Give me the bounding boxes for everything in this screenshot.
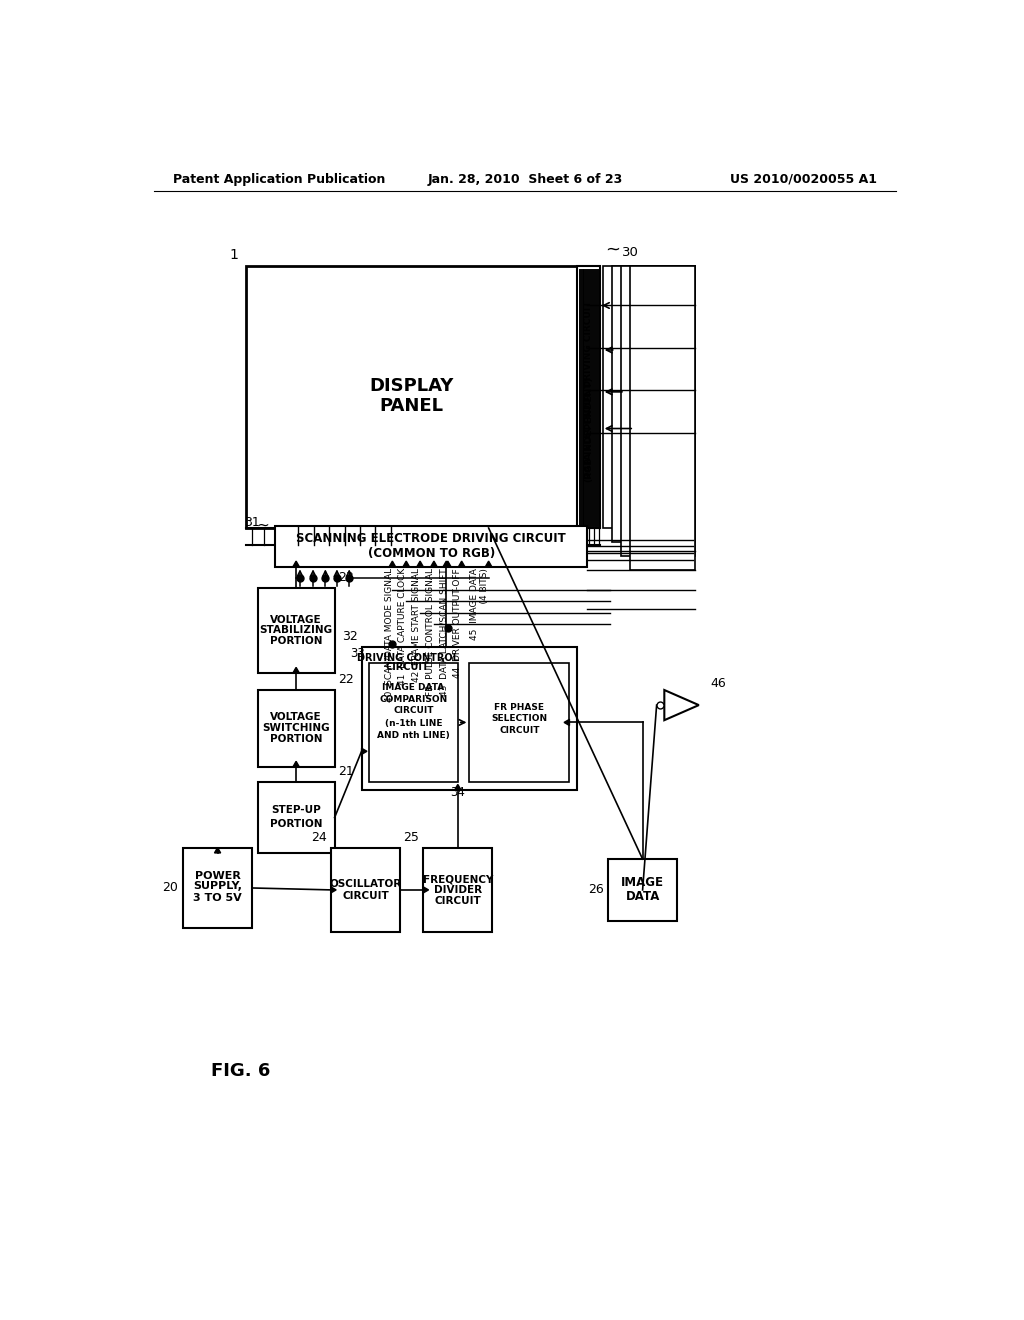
Text: 42  FRAME START SIGNAL: 42 FRAME START SIGNAL — [412, 568, 421, 682]
Bar — [258, 589, 335, 673]
Text: Jan. 28, 2010  Sheet 6 of 23: Jan. 28, 2010 Sheet 6 of 23 — [427, 173, 623, 186]
Text: DATA: DATA — [626, 890, 659, 903]
Text: 3 TO 5V: 3 TO 5V — [194, 894, 242, 903]
Polygon shape — [485, 561, 492, 566]
Text: (COMMON TO RGB): (COMMON TO RGB) — [368, 546, 495, 560]
Polygon shape — [403, 561, 410, 566]
Text: 45  IMAGE DATA
    (4 BITS): 45 IMAGE DATA (4 BITS) — [470, 568, 489, 640]
Text: IMAGE DATA: IMAGE DATA — [382, 684, 444, 692]
Text: CIRCUIT: CIRCUIT — [393, 706, 434, 715]
Text: 44  DRIVER OUTPUT-OFF: 44 DRIVER OUTPUT-OFF — [454, 568, 463, 677]
Bar — [423, 847, 493, 932]
Polygon shape — [389, 561, 395, 566]
Bar — [331, 847, 400, 932]
Polygon shape — [431, 561, 437, 566]
Polygon shape — [423, 887, 429, 892]
Bar — [621, 267, 695, 556]
Polygon shape — [417, 561, 423, 566]
Text: SWITCHING: SWITCHING — [262, 723, 330, 733]
Text: SELECTION: SELECTION — [492, 714, 548, 723]
Text: OSCILLATOR: OSCILLATOR — [330, 879, 401, 888]
Polygon shape — [443, 561, 450, 566]
Text: STEP-UP: STEP-UP — [271, 805, 321, 814]
Bar — [611, 267, 695, 543]
Text: PORTION: PORTION — [270, 734, 323, 744]
Bar — [608, 859, 677, 921]
Bar — [469, 663, 569, 781]
Text: US 2010/0020055 A1: US 2010/0020055 A1 — [730, 173, 878, 186]
Text: DISPLAY: DISPLAY — [370, 376, 454, 395]
Text: CIRCUIT: CIRCUIT — [386, 663, 430, 672]
Bar — [258, 689, 335, 767]
Text: 21: 21 — [339, 766, 354, 779]
Bar — [258, 781, 335, 853]
Bar — [578, 267, 600, 528]
Text: VOLTAGE: VOLTAGE — [270, 713, 322, 722]
Text: PANEL: PANEL — [380, 397, 443, 416]
Bar — [370, 663, 458, 781]
Bar — [361, 647, 578, 789]
Polygon shape — [444, 561, 451, 566]
Bar — [631, 267, 695, 570]
Text: 30: 30 — [622, 246, 639, 259]
Polygon shape — [331, 887, 336, 892]
Text: (RGB-INDEPENDENT): (RGB-INDEPENDENT) — [585, 376, 593, 482]
Polygon shape — [214, 847, 220, 853]
Polygon shape — [564, 719, 569, 726]
Text: IMAGE: IMAGE — [622, 875, 665, 888]
Text: 26: 26 — [589, 883, 604, 896]
Text: 43  DATA LATCH/SCAN SHIFT: 43 DATA LATCH/SCAN SHIFT — [439, 568, 449, 696]
Text: FREQUENCY: FREQUENCY — [423, 874, 493, 884]
Text: ~: ~ — [256, 517, 269, 532]
Bar — [275, 527, 587, 566]
Text: (n-1th LINE: (n-1th LINE — [385, 719, 442, 729]
Text: AND nth LINE): AND nth LINE) — [377, 731, 450, 741]
Text: DATA ELECTRODE DRIVING CIRCUIT: DATA ELECTRODE DRIVING CIRCUIT — [585, 300, 593, 479]
Polygon shape — [455, 784, 461, 789]
Text: FR PHASE: FR PHASE — [495, 702, 545, 711]
Text: STABILIZING: STABILIZING — [259, 626, 333, 635]
Text: 41  DATA CAPTURE CLOCK: 41 DATA CAPTURE CLOCK — [398, 568, 407, 685]
Text: 32: 32 — [342, 631, 357, 644]
Text: FR  PULSE CONTROL SIGNAL: FR PULSE CONTROL SIGNAL — [426, 568, 435, 696]
Text: 22: 22 — [339, 673, 354, 686]
Text: ~: ~ — [605, 240, 620, 259]
Text: 33: 33 — [350, 647, 366, 660]
Text: COMPARISON: COMPARISON — [380, 694, 447, 704]
Polygon shape — [293, 668, 299, 673]
Text: Patent Application Publication: Patent Application Publication — [173, 173, 385, 186]
Text: 31: 31 — [244, 516, 260, 529]
Text: 23: 23 — [339, 572, 354, 585]
Text: 1: 1 — [229, 248, 239, 261]
Text: 20: 20 — [163, 882, 178, 895]
Text: 46: 46 — [711, 677, 726, 690]
Text: 40  SCAN/DATA MODE SIGNAL: 40 SCAN/DATA MODE SIGNAL — [384, 568, 393, 702]
Text: POWER: POWER — [195, 871, 241, 880]
Text: PORTION: PORTION — [270, 636, 323, 647]
Bar — [246, 267, 578, 528]
Text: SCANNING ELECTRODE DRIVING CIRCUIT: SCANNING ELECTRODE DRIVING CIRCUIT — [296, 532, 566, 545]
Text: PORTION: PORTION — [270, 818, 323, 829]
Text: FIG. 6: FIG. 6 — [211, 1061, 270, 1080]
Polygon shape — [293, 561, 299, 566]
Polygon shape — [293, 762, 299, 767]
Text: DRIVING CONTROL: DRIVING CONTROL — [356, 653, 459, 663]
Text: 25: 25 — [403, 830, 419, 843]
Text: CIRCUIT: CIRCUIT — [434, 896, 481, 906]
Polygon shape — [665, 690, 698, 721]
Text: 24: 24 — [311, 830, 327, 843]
Bar — [183, 847, 252, 928]
Polygon shape — [459, 561, 465, 566]
Polygon shape — [361, 748, 367, 755]
Text: CIRCUIT: CIRCUIT — [499, 726, 540, 735]
Text: VOLTAGE: VOLTAGE — [270, 615, 322, 624]
Text: SUPPLY,: SUPPLY, — [194, 882, 242, 891]
Text: CIRCUIT: CIRCUIT — [342, 891, 389, 902]
Text: 34: 34 — [451, 785, 466, 799]
Text: DIVIDER: DIVIDER — [434, 884, 482, 895]
Bar — [602, 267, 695, 528]
